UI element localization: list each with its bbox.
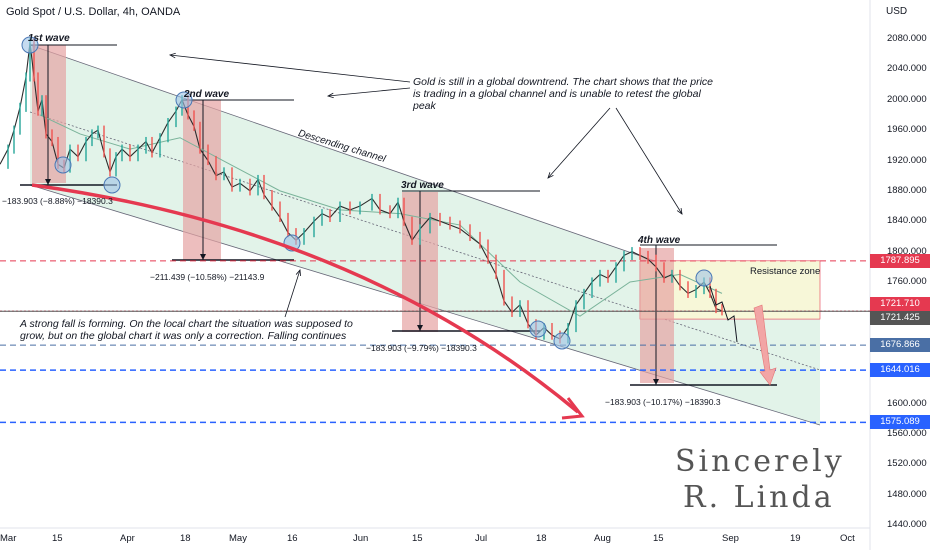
touch-circle-5 xyxy=(529,320,547,338)
x-tick-label: 15 xyxy=(653,533,664,544)
touch-circle-1 xyxy=(103,176,121,194)
wave-4-arrowhead xyxy=(653,379,659,385)
currency-label: USD xyxy=(886,6,908,17)
x-tick-label: May xyxy=(229,533,247,544)
pointer-head-2 xyxy=(547,172,554,179)
resistance-label: Resistance zone xyxy=(750,266,821,277)
wave-3-arrowhead xyxy=(417,325,423,331)
y-tick-label: 1960.000 xyxy=(887,124,927,136)
wave-2-label: 2nd wave xyxy=(184,89,230,100)
wave-box-4 xyxy=(640,248,674,383)
wave-box-2 xyxy=(183,100,221,260)
projection-line xyxy=(709,285,738,343)
pointer-4 xyxy=(284,269,301,318)
touch-circle-2 xyxy=(54,156,72,174)
y-tick-label: 1840.000 xyxy=(887,215,927,227)
signature-line-2: R. Linda xyxy=(683,480,835,515)
y-tick-label: 1920.000 xyxy=(887,154,927,166)
fall-curve-head xyxy=(561,397,585,420)
x-tick-label: Oct xyxy=(840,533,855,544)
pointer-head-0 xyxy=(168,52,176,59)
wave-1-measure: −183.903 (−8.88%) −18390.3 xyxy=(2,196,113,206)
pointer-head-4 xyxy=(295,269,301,277)
wave-3-label: 3rd wave xyxy=(401,180,444,191)
wave-4-measure: −183.903 (−10.17%) −18390.3 xyxy=(605,397,721,407)
y-tick-label: 1560.000 xyxy=(887,427,927,439)
price-tag: 1575.089 xyxy=(870,415,930,430)
touch-circle-3 xyxy=(175,91,193,109)
y-tick-label: 1440.000 xyxy=(887,519,927,530)
x-tick-label: 15 xyxy=(412,533,423,544)
pointer-head-3 xyxy=(676,208,683,215)
global-note: Gold is still in a global downtrend. The… xyxy=(413,76,713,112)
y-tick-label: 1760.000 xyxy=(887,276,927,287)
strong-fall-note: A strong fall is forming. On the local c… xyxy=(20,318,353,342)
x-tick-label: 18 xyxy=(536,533,547,544)
price-tag: 1676.866 xyxy=(870,338,930,353)
y-tick-label: 1480.000 xyxy=(887,488,927,500)
price-line xyxy=(0,42,723,340)
x-tick-label: 15 xyxy=(52,533,63,544)
pointer-head-1 xyxy=(326,92,334,99)
x-tick-label: Jun xyxy=(353,533,369,544)
wave-4-label: 4th wave xyxy=(638,235,681,246)
pointer-2 xyxy=(547,107,611,179)
x-tick-label: Jul xyxy=(475,533,488,544)
price-tag: 1721.425 xyxy=(870,311,930,326)
x-tick-label: Aug xyxy=(594,533,611,544)
x-tick-label: Apr xyxy=(120,533,135,544)
y-tick-label: 2000.000 xyxy=(887,93,927,105)
touch-circle-6 xyxy=(553,332,571,350)
projection-arrow xyxy=(753,304,777,386)
y-tick-label: 2080.000 xyxy=(887,33,927,44)
x-tick-label: 19 xyxy=(790,533,801,544)
pointer-3 xyxy=(615,107,683,215)
wave-1-label: 1st wave xyxy=(28,33,70,44)
x-tick-label: 18 xyxy=(180,533,191,544)
y-tick-label: 1880.000 xyxy=(887,184,927,196)
chart-title: Gold Spot / U.S. Dollar, 4h, OANDA xyxy=(6,6,181,18)
y-tick-label: 2040.000 xyxy=(887,63,927,75)
touch-circle-0 xyxy=(21,36,39,54)
wave-1-arrowhead xyxy=(45,179,51,185)
y-tick-label: 1600.000 xyxy=(887,397,927,409)
fall-curve xyxy=(31,183,580,414)
wave-2-measure: −211.439 (−10.58%) −21143.9 xyxy=(150,272,265,282)
wave-2-arrowhead xyxy=(200,254,206,260)
pointer-0 xyxy=(169,54,411,83)
wave-3-measure: −183.903 (−9.79%) −18390.3 xyxy=(366,343,477,353)
signature-line-1: Sincerely xyxy=(675,444,845,479)
price-tag: 1644.016 xyxy=(870,363,930,378)
price-tag: 1721.710 xyxy=(870,297,930,312)
x-tick-label: Mar xyxy=(0,533,17,544)
pointer-1 xyxy=(327,87,411,97)
channel-mid-line xyxy=(29,111,821,371)
y-tick-label: 1520.000 xyxy=(887,458,927,470)
y-tick-label: 1800.000 xyxy=(887,245,927,257)
x-tick-label: 16 xyxy=(287,533,298,544)
touch-circle-7 xyxy=(695,269,713,287)
price-tag: 1787.895 xyxy=(870,253,930,268)
x-tick-label: Sep xyxy=(722,533,739,544)
